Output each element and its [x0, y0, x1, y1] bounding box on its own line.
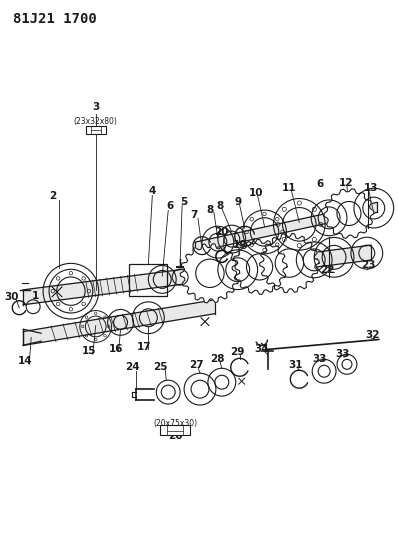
Text: 9: 9 — [234, 197, 241, 207]
Text: 23: 23 — [361, 260, 376, 270]
Text: 34: 34 — [254, 344, 269, 354]
Text: 1: 1 — [31, 291, 39, 301]
Text: 30: 30 — [4, 292, 19, 302]
Text: 19: 19 — [232, 240, 247, 250]
Text: 5: 5 — [180, 197, 188, 207]
Text: 7: 7 — [190, 211, 198, 220]
Polygon shape — [23, 300, 215, 345]
Text: 15: 15 — [82, 346, 96, 357]
Text: 2: 2 — [49, 191, 57, 201]
Text: 17: 17 — [305, 258, 320, 268]
Polygon shape — [195, 203, 377, 252]
Text: 17: 17 — [137, 342, 152, 352]
Text: 20: 20 — [215, 227, 229, 237]
Polygon shape — [232, 239, 287, 294]
Text: 32: 32 — [365, 329, 380, 340]
Text: 26: 26 — [168, 431, 182, 441]
Text: 3: 3 — [92, 102, 100, 112]
Text: 13: 13 — [363, 183, 378, 192]
Text: 33: 33 — [312, 354, 326, 365]
Text: 6: 6 — [167, 201, 174, 212]
Text: 33: 33 — [336, 350, 350, 359]
Text: 10: 10 — [248, 188, 263, 198]
Text: 21: 21 — [272, 265, 287, 275]
Text: 31: 31 — [288, 360, 302, 370]
Text: 4: 4 — [148, 185, 156, 196]
Text: 28: 28 — [211, 354, 225, 365]
Text: 18: 18 — [248, 267, 263, 277]
Bar — [86, 126, 105, 134]
Text: 16: 16 — [108, 344, 123, 354]
Text: 8: 8 — [216, 201, 224, 212]
Bar — [160, 425, 190, 435]
Text: 22: 22 — [320, 265, 334, 275]
Text: 25: 25 — [153, 362, 168, 372]
Text: 14: 14 — [18, 357, 33, 366]
Text: (23x32x80): (23x32x80) — [74, 117, 118, 126]
Text: 8: 8 — [206, 205, 214, 215]
Polygon shape — [180, 244, 240, 303]
Polygon shape — [259, 233, 319, 293]
Polygon shape — [324, 189, 374, 238]
Text: (20x75x30): (20x75x30) — [153, 419, 197, 429]
Polygon shape — [23, 245, 371, 305]
Text: 24: 24 — [125, 362, 140, 372]
Bar — [129, 264, 167, 296]
Text: 18: 18 — [191, 257, 205, 267]
Text: 29: 29 — [230, 348, 245, 358]
Text: 12: 12 — [339, 177, 353, 188]
Text: 81J21 1700: 81J21 1700 — [13, 12, 97, 26]
Text: 27: 27 — [189, 360, 203, 370]
Text: 11: 11 — [282, 183, 297, 192]
Text: 6: 6 — [316, 179, 324, 189]
